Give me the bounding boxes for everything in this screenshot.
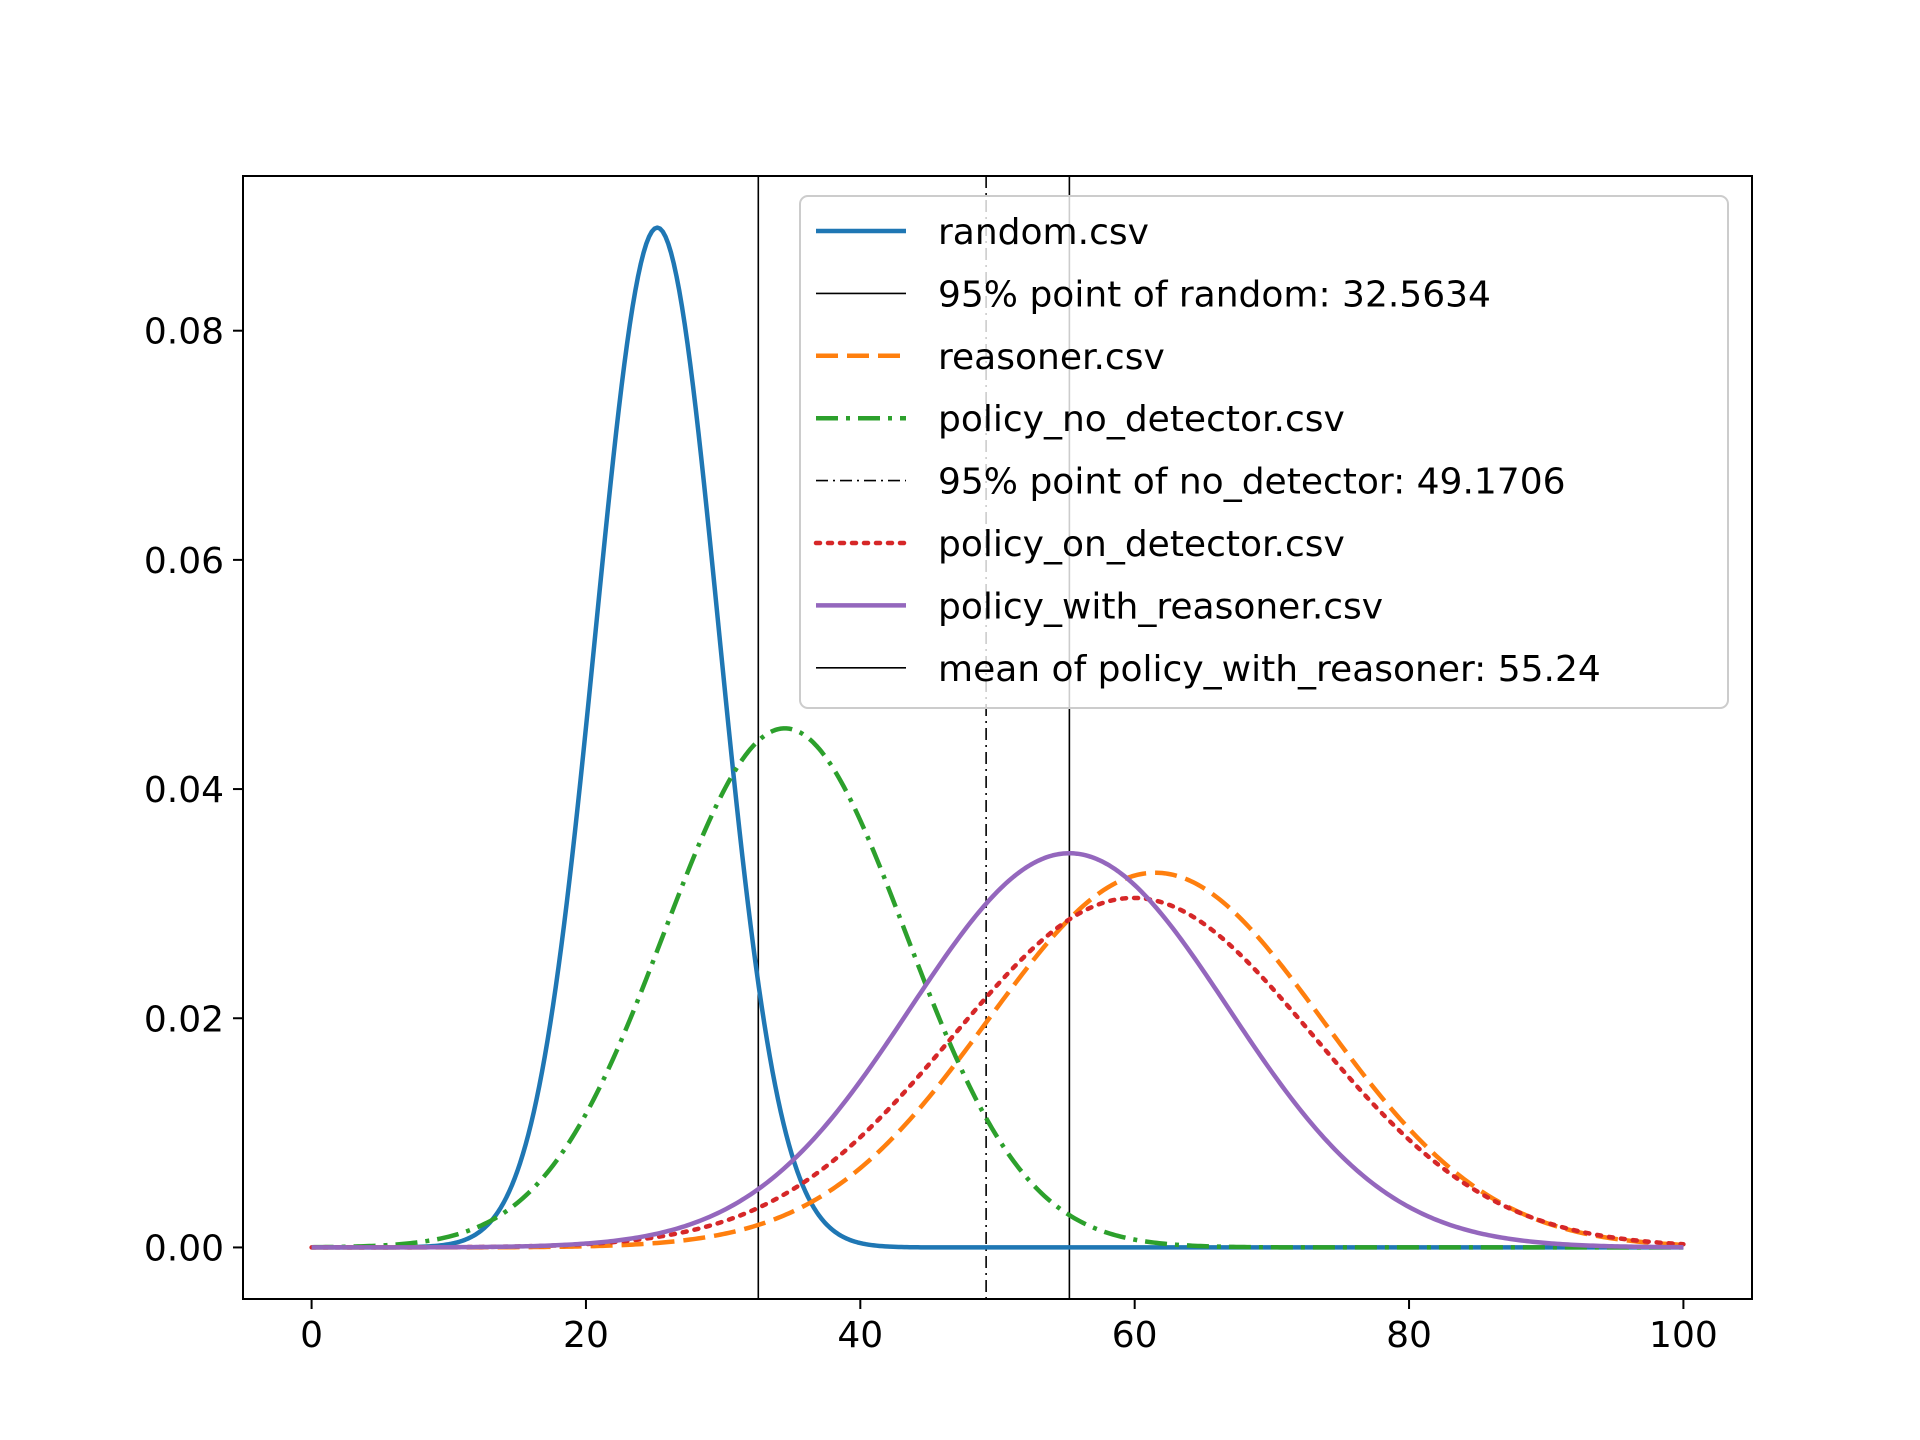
- legend: random.csv 95% point of random: 32.5634 re…: [799, 195, 1729, 709]
- x-tick-label-3: 60: [1112, 1315, 1158, 1356]
- x-tick-label-1: 20: [563, 1315, 609, 1356]
- legend-label-0: random.csv: [938, 212, 1149, 253]
- legend-label-5: policy_on_detector.csv: [938, 524, 1345, 565]
- legend-label-6: policy_with_reasoner.csv: [938, 586, 1383, 627]
- y-tick-label-4: 0.08: [144, 312, 224, 353]
- x-tick-label-0: 0: [300, 1315, 323, 1356]
- y-tick-label-2: 0.04: [144, 770, 224, 811]
- x-tick-label-5: 100: [1649, 1315, 1718, 1356]
- legend-label-1: 95% point of random: 32.5634: [938, 274, 1491, 315]
- x-tick-label-2: 40: [837, 1315, 883, 1356]
- series-layer: [309, 225, 1686, 1250]
- y-tick-label-3: 0.06: [144, 541, 224, 582]
- legend-label-3: policy_no_detector.csv: [938, 399, 1345, 440]
- legend-label-2: reasoner.csv: [938, 337, 1165, 378]
- y-tick-label-0: 0.00: [144, 1228, 224, 1269]
- y-tick-label-1: 0.02: [144, 999, 224, 1040]
- axes-frame: [242, 175, 1753, 1300]
- series-line-2: [311, 726, 1684, 1250]
- legend-label-7: mean of policy_with_reasoner: 55.24: [938, 649, 1601, 690]
- series-line-4: [311, 850, 1684, 1250]
- x-tick-label-4: 80: [1386, 1315, 1432, 1356]
- legend-label-4: 95% point of no_detector: 49.1706: [938, 462, 1566, 503]
- axes-layer: 0 20 40 60 80 100 0.00 0.02 0.04 0.06 0.08: [144, 175, 1753, 1356]
- legend-box: [799, 195, 1729, 709]
